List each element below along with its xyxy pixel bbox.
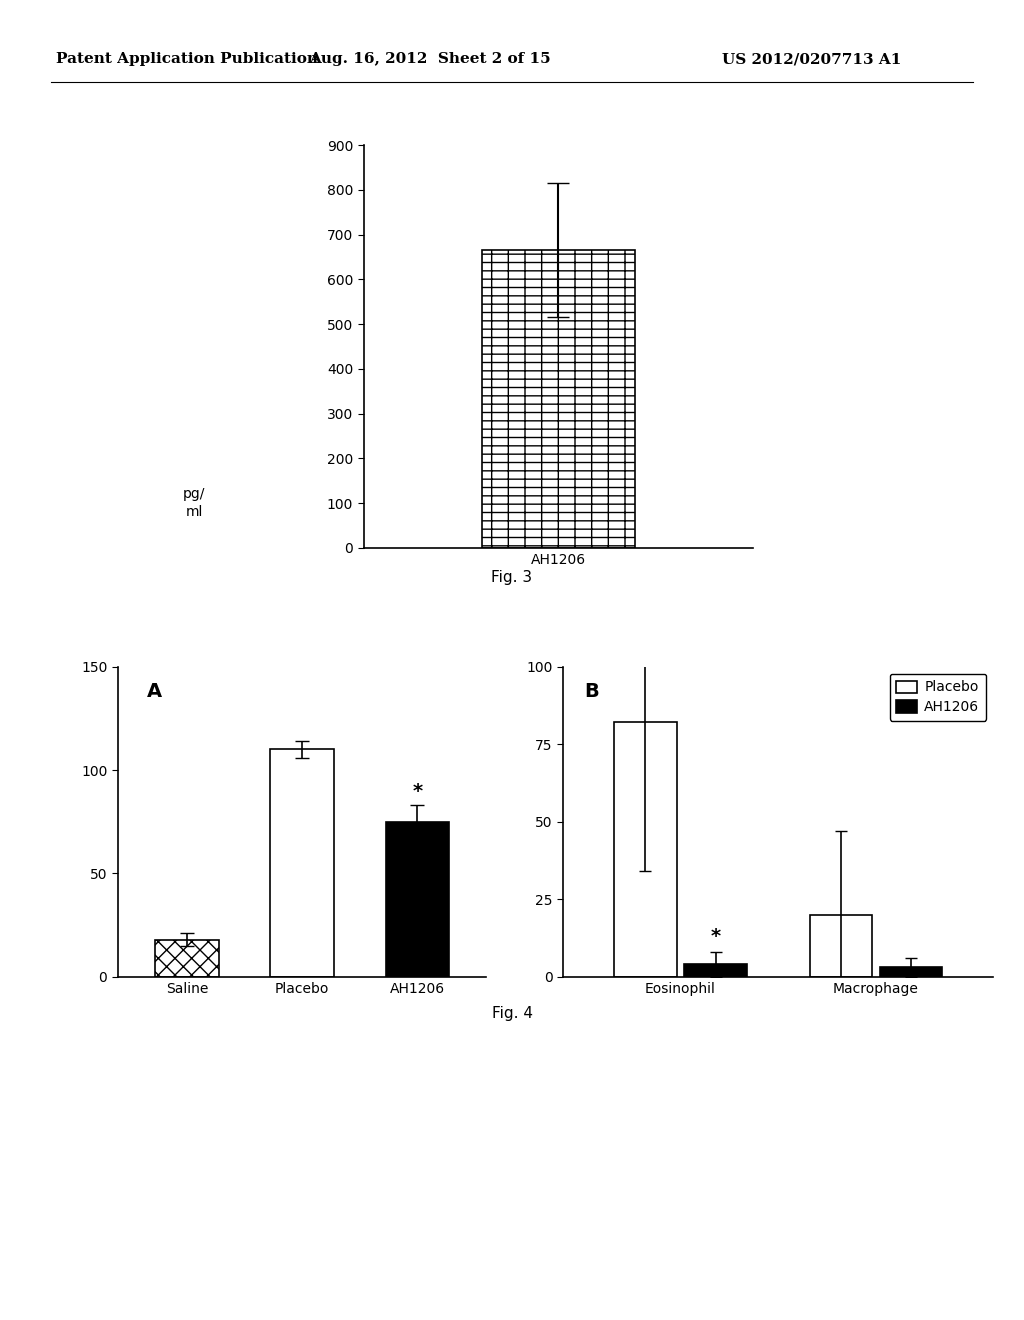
Text: *: * xyxy=(711,927,721,945)
Text: Fig. 4: Fig. 4 xyxy=(492,1006,532,1020)
Text: Aug. 16, 2012  Sheet 2 of 15: Aug. 16, 2012 Sheet 2 of 15 xyxy=(309,53,551,66)
Text: Fig. 3: Fig. 3 xyxy=(492,570,532,585)
Bar xyxy=(156,940,218,977)
Bar xyxy=(880,968,942,977)
Bar xyxy=(386,821,449,977)
Bar xyxy=(810,915,872,977)
Bar xyxy=(270,750,334,977)
Text: US 2012/0207713 A1: US 2012/0207713 A1 xyxy=(722,53,901,66)
Text: Patent Application Publication: Patent Application Publication xyxy=(56,53,318,66)
Text: pg/
ml: pg/ ml xyxy=(183,487,205,519)
Bar xyxy=(684,965,746,977)
Text: A: A xyxy=(147,682,163,701)
Bar xyxy=(481,251,635,548)
Bar xyxy=(614,722,677,977)
Legend: Placebo, AH1206: Placebo, AH1206 xyxy=(890,673,986,721)
Text: *: * xyxy=(413,781,422,801)
Text: B: B xyxy=(585,682,599,701)
